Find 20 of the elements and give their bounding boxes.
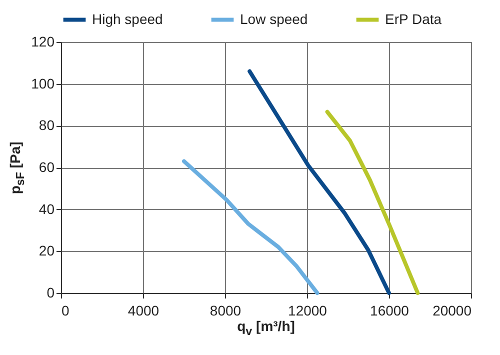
legend-label: Low speed [240,10,308,27]
y-tick-label: 40 [38,200,55,217]
y-tick-label: 100 [31,75,55,92]
x-tick-label: 0 [62,302,70,318]
x-tick-label: 4000 [128,302,160,318]
y-tick-label: 0 [46,284,55,300]
x-axis-title: q$_{v}$ [m³/h] [236,318,296,338]
x-tick-label: 16000 [370,302,410,318]
x-tick-label: 12000 [288,302,328,318]
x-tick-label: 20000 [432,302,472,318]
y-tick-label: 80 [38,117,55,134]
y-tick-label: 60 [38,159,55,175]
y-tick-label: 120 [31,34,55,50]
y-tick-label: 20 [38,242,55,259]
line-series [325,110,420,295]
line-series [182,159,320,295]
line-series [248,69,391,295]
x-tick-label: 8000 [210,302,242,318]
legend-label: High speed [92,10,163,27]
legend-label: ErP Data [385,10,442,27]
